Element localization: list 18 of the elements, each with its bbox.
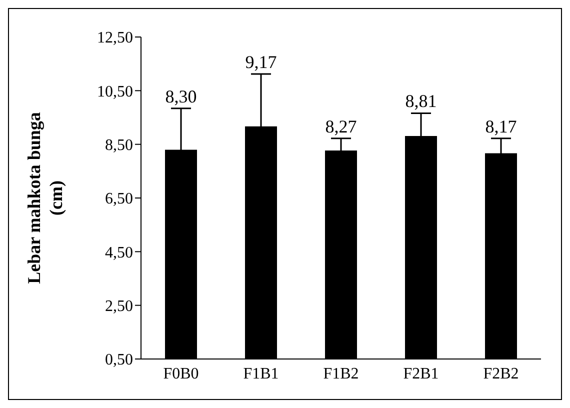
data-label: 8,30 [165, 86, 197, 106]
x-tick-label: F2B2 [483, 365, 519, 382]
y-tick-label: 2,50 [105, 298, 133, 316]
data-label: 8,27 [325, 116, 357, 136]
x-tick-label: F1B1 [243, 365, 279, 382]
y-tick-label: 4,50 [105, 244, 133, 262]
y-tick-label: 10,50 [97, 83, 133, 100]
data-label: 8,81 [405, 91, 437, 112]
y-tick-label: 12,50 [97, 30, 133, 47]
x-tick-label: F2B1 [403, 365, 439, 382]
x-tick-label: F0B0 [163, 365, 199, 382]
y-tick-label: 0,50 [105, 352, 133, 369]
y-axis-title: Lebar mahkota bunga (cm) [24, 112, 66, 284]
x-tick-label: F1B2 [323, 365, 359, 382]
y-tick-label: 8,50 [105, 137, 133, 154]
y-tick-label: 6,50 [105, 190, 133, 208]
data-label: 8,17 [485, 116, 517, 136]
data-label: 9,17 [245, 52, 277, 72]
